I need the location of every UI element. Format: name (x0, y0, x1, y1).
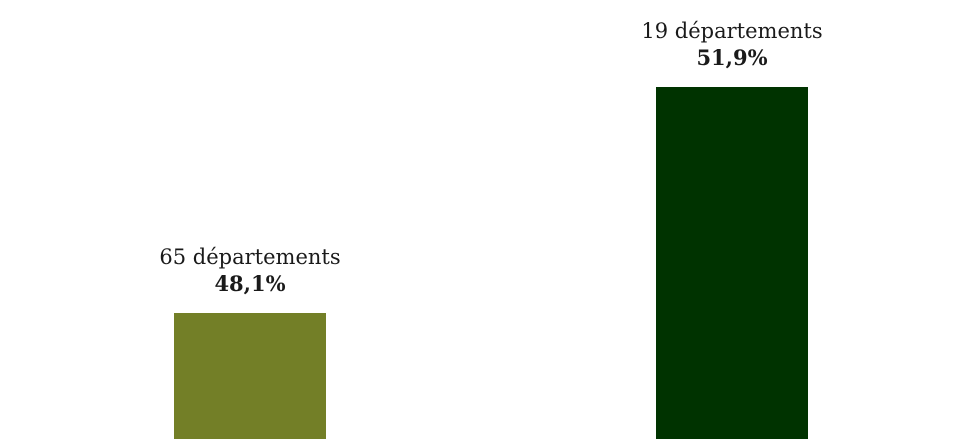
category-label-1: 65 départements (159, 245, 340, 269)
category-label-2: 19 départements (641, 19, 822, 43)
value-label-2: 51,9% (696, 45, 767, 70)
bar-1 (174, 313, 326, 439)
bar-2 (656, 87, 808, 439)
value-label-1: 48,1% (214, 271, 285, 296)
bars-group (174, 87, 808, 439)
